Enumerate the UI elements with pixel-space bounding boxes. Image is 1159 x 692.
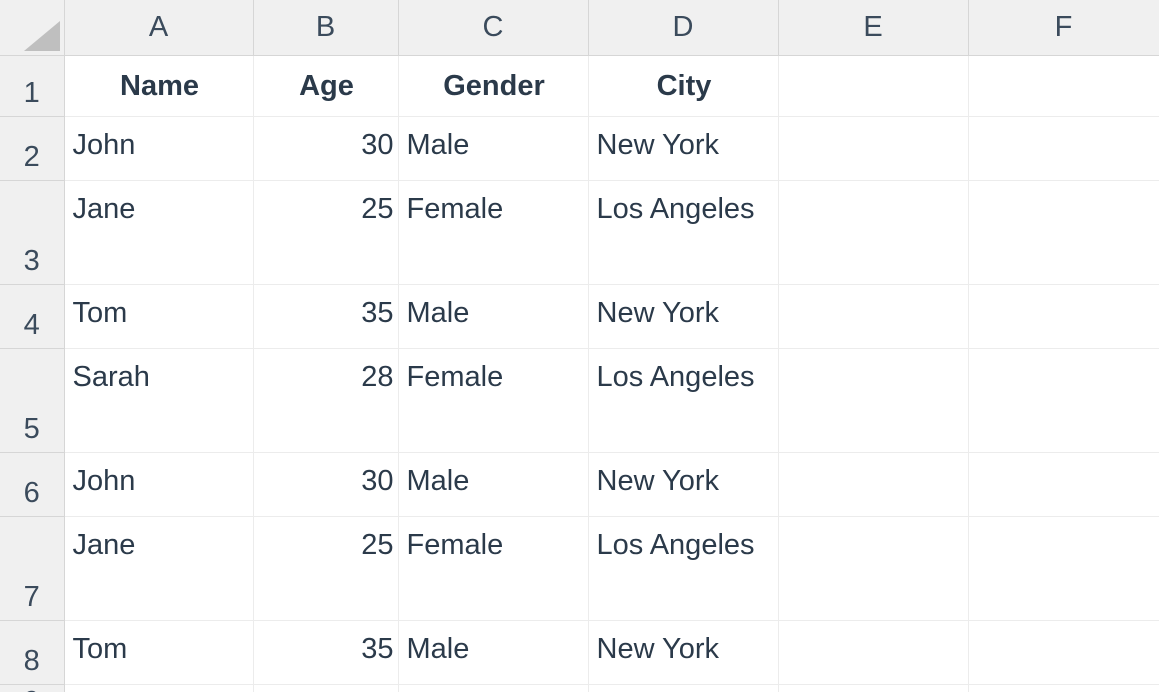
row-header-3[interactable]: 3 (0, 180, 64, 284)
cell-B7[interactable]: 25 (253, 516, 398, 620)
cell-D4[interactable]: New York (588, 284, 778, 348)
col-header-F[interactable]: F (968, 0, 1159, 55)
cell-C1[interactable]: Gender (398, 55, 588, 116)
cell-A5[interactable]: Sarah (64, 348, 253, 452)
table-row: 7 Jane 25 Female Los Angeles (0, 516, 1159, 620)
cell-C9[interactable] (398, 684, 588, 692)
cell-B4[interactable]: 35 (253, 284, 398, 348)
cell-A6[interactable]: John (64, 452, 253, 516)
cell-F5[interactable] (968, 348, 1159, 452)
cell-F4[interactable] (968, 284, 1159, 348)
table-row: 3 Jane 25 Female Los Angeles (0, 180, 1159, 284)
cell-F1[interactable] (968, 55, 1159, 116)
spreadsheet: A B C D E F 1 Name Age Gender City 2 Joh… (0, 0, 1159, 692)
table-row: 6 John 30 Male New York (0, 452, 1159, 516)
cell-F6[interactable] (968, 452, 1159, 516)
cell-C8[interactable]: Male (398, 620, 588, 684)
col-header-B[interactable]: B (253, 0, 398, 55)
table-row: 1 Name Age Gender City (0, 55, 1159, 116)
cell-C2[interactable]: Male (398, 116, 588, 180)
cell-E3[interactable] (778, 180, 968, 284)
cell-E9[interactable] (778, 684, 968, 692)
cell-E1[interactable] (778, 55, 968, 116)
cell-F9[interactable] (968, 684, 1159, 692)
grid-table: A B C D E F 1 Name Age Gender City 2 Joh… (0, 0, 1159, 692)
cell-D9[interactable] (588, 684, 778, 692)
cell-C7[interactable]: Female (398, 516, 588, 620)
cell-E6[interactable] (778, 452, 968, 516)
col-header-C[interactable]: C (398, 0, 588, 55)
cell-E4[interactable] (778, 284, 968, 348)
cell-A2[interactable]: John (64, 116, 253, 180)
cell-B6[interactable]: 30 (253, 452, 398, 516)
select-all-corner[interactable] (0, 0, 64, 55)
cell-A7[interactable]: Jane (64, 516, 253, 620)
cell-A8[interactable]: Tom (64, 620, 253, 684)
cell-C4[interactable]: Male (398, 284, 588, 348)
cell-B1[interactable]: Age (253, 55, 398, 116)
cell-D2[interactable]: New York (588, 116, 778, 180)
table-row: 8 Tom 35 Male New York (0, 620, 1159, 684)
cell-B8[interactable]: 35 (253, 620, 398, 684)
cell-D6[interactable]: New York (588, 452, 778, 516)
cell-F8[interactable] (968, 620, 1159, 684)
col-header-A[interactable]: A (64, 0, 253, 55)
cell-B5[interactable]: 28 (253, 348, 398, 452)
cell-C6[interactable]: Male (398, 452, 588, 516)
row-header-9[interactable]: 9 (0, 684, 64, 692)
select-all-triangle-icon (24, 21, 60, 51)
table-row: 9 (0, 684, 1159, 692)
row-header-6[interactable]: 6 (0, 452, 64, 516)
table-row: 4 Tom 35 Male New York (0, 284, 1159, 348)
cell-E7[interactable] (778, 516, 968, 620)
cell-A4[interactable]: Tom (64, 284, 253, 348)
cell-D7[interactable]: Los Angeles (588, 516, 778, 620)
cell-E8[interactable] (778, 620, 968, 684)
col-header-D[interactable]: D (588, 0, 778, 55)
cell-A1[interactable]: Name (64, 55, 253, 116)
cell-B9[interactable] (253, 684, 398, 692)
cell-C5[interactable]: Female (398, 348, 588, 452)
cell-F3[interactable] (968, 180, 1159, 284)
cell-E2[interactable] (778, 116, 968, 180)
cell-D8[interactable]: New York (588, 620, 778, 684)
column-header-row: A B C D E F (0, 0, 1159, 55)
row-header-2[interactable]: 2 (0, 116, 64, 180)
row-header-8[interactable]: 8 (0, 620, 64, 684)
cell-C3[interactable]: Female (398, 180, 588, 284)
cell-A3[interactable]: Jane (64, 180, 253, 284)
cell-F7[interactable] (968, 516, 1159, 620)
cell-D5[interactable]: Los Angeles (588, 348, 778, 452)
cell-F2[interactable] (968, 116, 1159, 180)
cell-E5[interactable] (778, 348, 968, 452)
table-row: 5 Sarah 28 Female Los Angeles (0, 348, 1159, 452)
row-header-7[interactable]: 7 (0, 516, 64, 620)
table-row: 2 John 30 Male New York (0, 116, 1159, 180)
col-header-E[interactable]: E (778, 0, 968, 55)
cell-B2[interactable]: 30 (253, 116, 398, 180)
row-header-5[interactable]: 5 (0, 348, 64, 452)
row-header-4[interactable]: 4 (0, 284, 64, 348)
cell-A9[interactable] (64, 684, 253, 692)
row-header-1[interactable]: 1 (0, 55, 64, 116)
cell-B3[interactable]: 25 (253, 180, 398, 284)
cell-D1[interactable]: City (588, 55, 778, 116)
cell-D3[interactable]: Los Angeles (588, 180, 778, 284)
